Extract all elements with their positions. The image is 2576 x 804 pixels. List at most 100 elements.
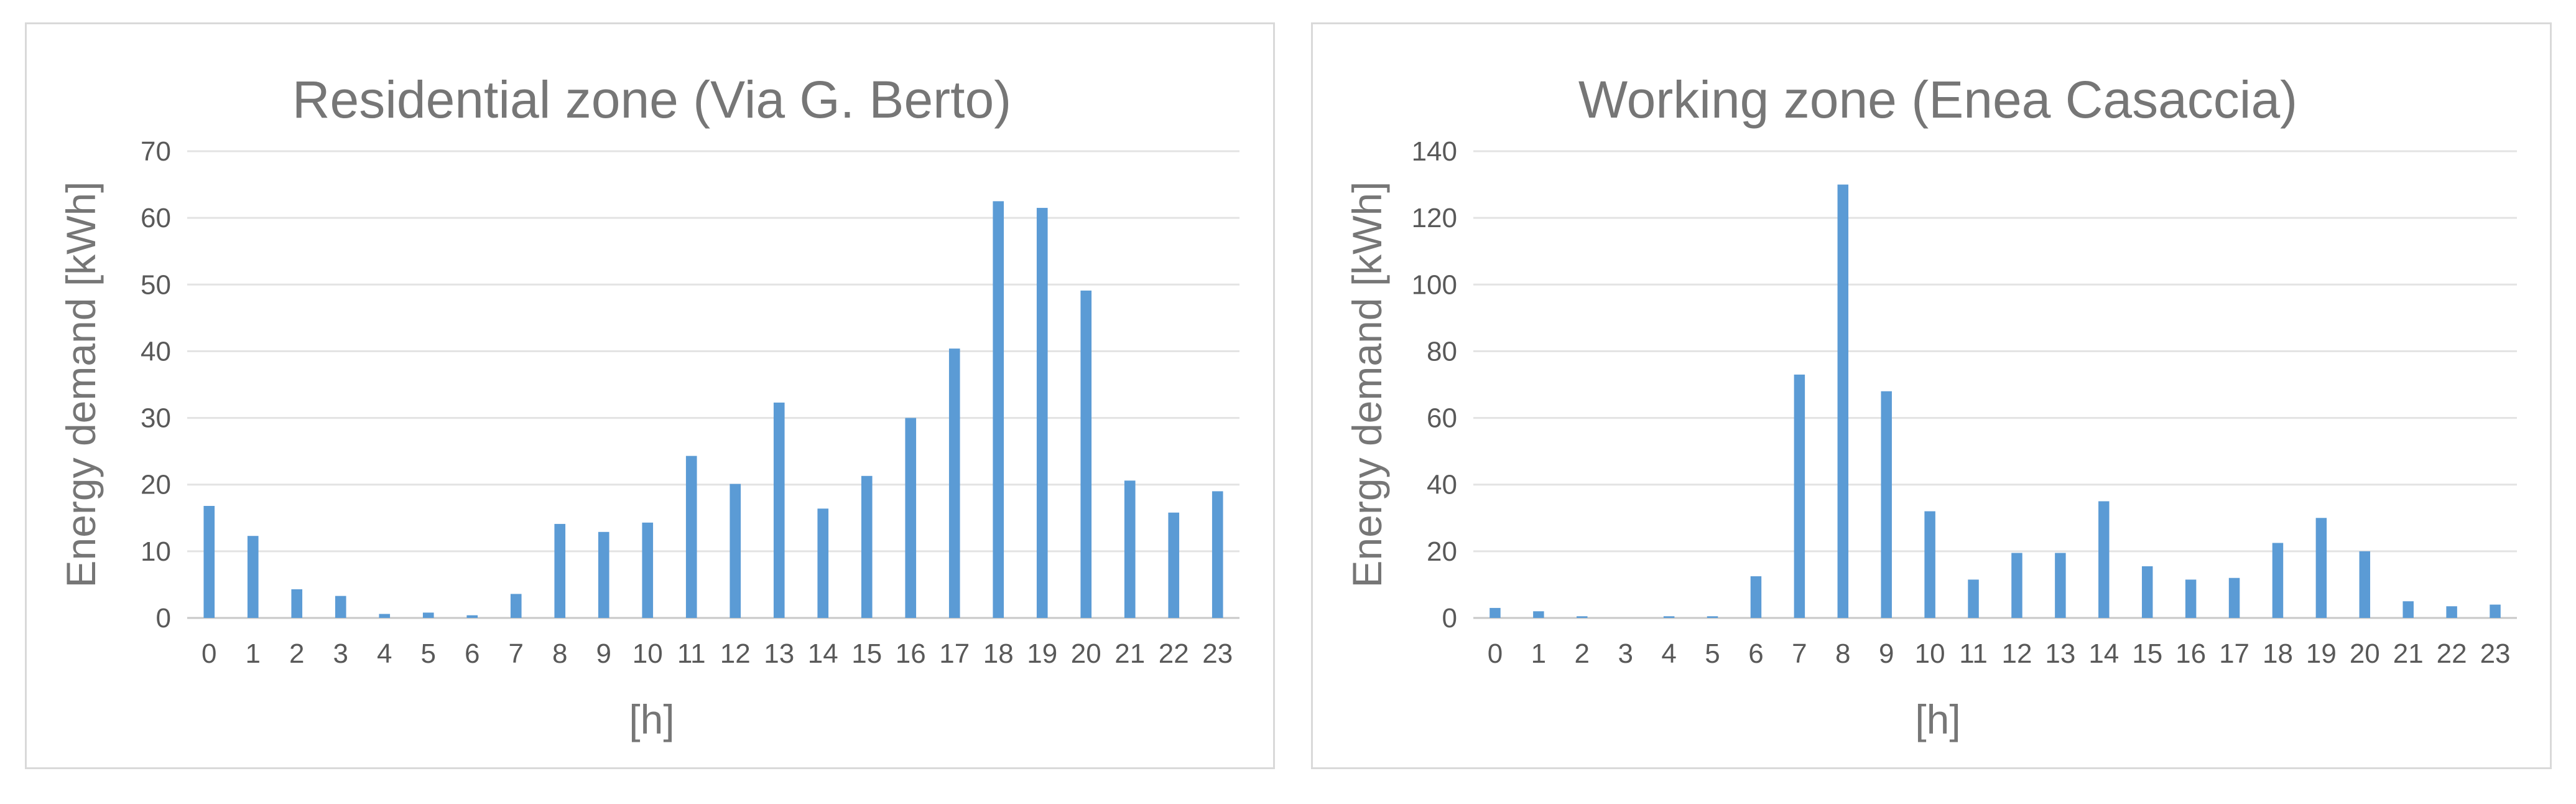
x-tick-label: 14 <box>808 638 838 669</box>
x-tick-label: 19 <box>1027 638 1057 669</box>
x-tick-label: 4 <box>377 638 392 669</box>
x-tick-label: 6 <box>465 638 480 669</box>
x-tick-label: 5 <box>1705 638 1720 669</box>
x-tick-label: 0 <box>202 638 216 669</box>
x-tick-label: 3 <box>1618 638 1633 669</box>
x-tick-label: 10 <box>1915 638 1945 669</box>
x-tick-label: 11 <box>1959 638 1988 669</box>
bar <box>1924 511 1935 618</box>
y-tick-label: 30 <box>141 403 171 434</box>
chart-panel-working: Working zone (Enea Casaccia) Energy deman… <box>1311 22 2552 769</box>
bar <box>510 594 522 618</box>
x-tick-label: 8 <box>1835 638 1850 669</box>
x-tick-label: 22 <box>1159 638 1189 669</box>
x-tick-label: 19 <box>2306 638 2337 669</box>
bar <box>2315 518 2327 618</box>
bar <box>1080 290 1092 618</box>
x-tick-label: 9 <box>596 638 611 669</box>
bar <box>2055 553 2066 618</box>
x-tick-label: 17 <box>2219 638 2249 669</box>
x-tick-label: 18 <box>2263 638 2293 669</box>
bar <box>1663 616 1675 618</box>
bar <box>2490 604 2501 618</box>
y-tick-label: 120 <box>1412 203 1457 233</box>
x-tick-label: 2 <box>1575 638 1590 669</box>
x-tick-label: 11 <box>677 638 706 669</box>
y-tick-label: 10 <box>141 536 171 567</box>
bar <box>291 589 303 618</box>
bar <box>1212 491 1223 618</box>
chart-working: Working zone (Enea Casaccia) Energy deman… <box>1344 70 2517 742</box>
bar <box>554 523 566 618</box>
bar <box>422 612 434 618</box>
bar <box>905 418 917 618</box>
bar <box>2011 553 2022 618</box>
bar <box>598 531 609 618</box>
x-tick-label: 21 <box>1114 638 1145 669</box>
x-tick-label: 8 <box>552 638 567 669</box>
x-tick-label: 2 <box>289 638 304 669</box>
y-tick-label: 60 <box>141 203 171 233</box>
x-tick-label: 13 <box>2045 638 2075 669</box>
y-tick-label: 20 <box>141 470 171 500</box>
y-tick-label: 0 <box>1442 603 1457 633</box>
x-tick-label: 0 <box>1488 638 1503 669</box>
x-tick-label: 16 <box>896 638 926 669</box>
y-axis-label: Energy demand [kWh] <box>1344 182 1390 588</box>
y-tick-label: 40 <box>1427 470 1457 500</box>
bar <box>203 506 215 618</box>
y-axis-label: Energy demand [kWh] <box>58 182 104 588</box>
bar <box>730 484 741 618</box>
x-tick-label: 21 <box>2393 638 2424 669</box>
bar <box>773 402 785 618</box>
chart-title: Working zone (Enea Casaccia) <box>1578 70 2297 129</box>
chart-panel-residential: Residential zone (Via G. Berto) Energy de… <box>25 22 1275 769</box>
bar <box>1577 616 1588 618</box>
x-tick-label: 1 <box>246 638 261 669</box>
bar <box>1794 374 1805 618</box>
x-tick-label: 14 <box>2088 638 2119 669</box>
bar <box>2228 577 2240 618</box>
bar <box>642 522 654 618</box>
y-tick-label: 50 <box>141 269 171 300</box>
y-tick-label: 40 <box>141 336 171 367</box>
x-tick-label: 6 <box>1748 638 1763 669</box>
y-tick-label: 70 <box>141 136 171 167</box>
bar <box>1750 576 1762 618</box>
x-tick-label: 3 <box>333 638 348 669</box>
bar <box>993 201 1004 618</box>
bar <box>1124 480 1136 618</box>
x-tick-label: 20 <box>2350 638 2380 669</box>
x-tick-label: 23 <box>2480 638 2511 669</box>
x-tick-label: 12 <box>2001 638 2032 669</box>
bar <box>1968 579 1979 618</box>
bar <box>1881 391 1892 618</box>
bar <box>817 508 829 618</box>
bar <box>861 475 873 618</box>
bar <box>2272 543 2284 618</box>
x-tick-label: 22 <box>2437 638 2467 669</box>
bar <box>2185 579 2197 618</box>
x-tick-label: 15 <box>851 638 882 669</box>
x-tick-label: 15 <box>2132 638 2162 669</box>
x-tick-label: 20 <box>1071 638 1101 669</box>
y-tick-label: 80 <box>1427 336 1457 367</box>
bar <box>379 614 391 618</box>
x-tick-label: 12 <box>720 638 751 669</box>
bar <box>2402 601 2414 618</box>
bar <box>2141 566 2153 618</box>
x-tick-label: 23 <box>1202 638 1233 669</box>
bar <box>2446 606 2457 618</box>
x-tick-label: 1 <box>1531 638 1546 669</box>
y-tick-label: 100 <box>1412 269 1457 300</box>
bar <box>2098 501 2110 618</box>
y-tick-label: 20 <box>1427 536 1457 567</box>
x-axis-label: [h] <box>629 696 674 742</box>
x-tick-label: 5 <box>421 638 436 669</box>
x-tick-label: 9 <box>1879 638 1894 669</box>
y-tick-label: 60 <box>1427 403 1457 434</box>
bar <box>685 456 697 618</box>
y-tick-label: 140 <box>1412 136 1457 167</box>
x-tick-label: 18 <box>983 638 1014 669</box>
x-tick-label: 16 <box>2175 638 2206 669</box>
